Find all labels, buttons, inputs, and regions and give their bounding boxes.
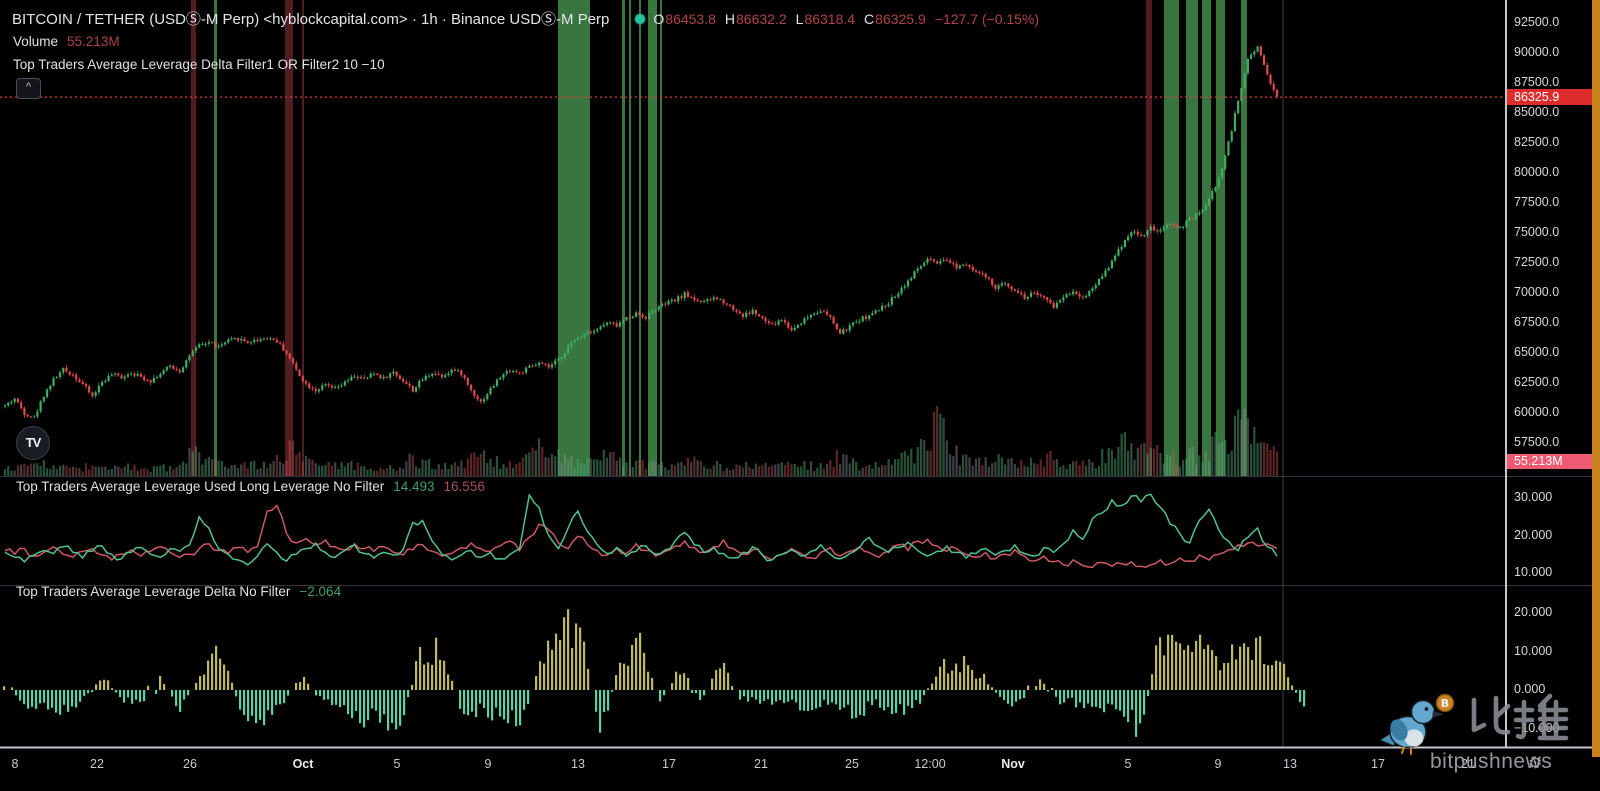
time-tick: 17: [662, 757, 676, 771]
volume-value: 55.213M: [67, 34, 120, 49]
symbol-title[interactable]: BITCOIN / TETHER (USDⓈ-M Perp) <hyblockc…: [12, 11, 610, 28]
time-tick: 13: [571, 757, 585, 771]
svg-text:B: B: [1441, 697, 1449, 710]
leverage-used-title: Top Traders Average Leverage Used Long L…: [16, 479, 385, 494]
settings-icon[interactable]: ⚙: [1528, 755, 1543, 772]
volume-badge: 55.213M: [1507, 454, 1594, 469]
price-tick: 92500.0: [1514, 15, 1560, 29]
collapse-indicator-button[interactable]: ^: [16, 78, 41, 99]
chevron-up-icon: ^: [25, 81, 32, 93]
price-tick: 62500.0: [1514, 375, 1560, 389]
time-tick: 13: [1283, 757, 1297, 771]
market-status-icon: [635, 13, 646, 24]
close-label: C: [864, 10, 875, 27]
price-tick: 80000.0: [1514, 165, 1560, 179]
open-value: 86453.8: [665, 10, 716, 27]
chart-header: BITCOIN / TETHER (USDⓈ-M Perp) <hyblockc…: [12, 8, 1039, 29]
volume-label[interactable]: Volume: [13, 34, 59, 49]
leverage-tick: 10.000: [1514, 565, 1553, 579]
leverage-delta-title: Top Traders Average Leverage Delta No Fi…: [16, 584, 291, 599]
low-label: L: [795, 10, 804, 27]
price-tick: 90000.0: [1514, 45, 1560, 59]
indicator-settings-row[interactable]: Top Traders Average Leverage Delta Filte…: [13, 57, 385, 72]
time-tick: 21: [754, 757, 768, 771]
high-value: 86632.2: [736, 10, 787, 27]
time-tick: 25: [845, 757, 859, 771]
time-tick: 22: [90, 757, 104, 771]
price-tick: 67500.0: [1514, 315, 1560, 329]
indicator-settings-label: Top Traders Average Leverage Delta Filte…: [13, 57, 385, 72]
price-tick: 60000.0: [1514, 405, 1560, 419]
time-tick: 5: [1124, 757, 1132, 771]
price-tick: 77500.0: [1514, 195, 1560, 209]
change-value: −127.7 (−0.15%): [934, 10, 1040, 27]
delta-tick: 10.000: [1514, 643, 1553, 658]
price-tick: 85000.0: [1514, 105, 1560, 119]
delta-tick: 0.000: [1514, 682, 1546, 696]
price-tick: 87500.0: [1514, 75, 1560, 89]
close-value: 86325.9: [875, 10, 926, 27]
delta-tick: 20.000: [1514, 605, 1553, 619]
leverage-tick: 30.000: [1514, 490, 1553, 504]
time-tick: 26: [183, 757, 197, 771]
price-tick: 75000.0: [1514, 225, 1560, 239]
bitpush-url: bitpushnews: [1430, 750, 1553, 773]
twitter-bird-icon: B: [1378, 693, 1455, 755]
time-tick: 21: [1461, 757, 1475, 771]
bitpush-cn-logo: [1471, 693, 1569, 741]
volume-indicator-row: Volume 55.213M: [13, 34, 120, 49]
open-label: O: [653, 10, 665, 27]
time-tick: 17: [1371, 757, 1385, 771]
time-tick: Oct: [292, 757, 314, 771]
low-value: 86318.4: [804, 10, 856, 27]
last-price-badge: 86325.9: [1507, 89, 1594, 105]
time-tick: Nov: [1001, 757, 1025, 771]
time-tick: 9: [1214, 757, 1222, 771]
price-tick: 65000.0: [1514, 345, 1560, 359]
time-tick: 8: [11, 757, 19, 771]
tradingview-logo[interactable]: TV: [16, 426, 50, 460]
page-scrollbar[interactable]: [1592, 0, 1600, 757]
high-label: H: [724, 10, 736, 27]
bitpush-watermark: B: [1378, 693, 1569, 755]
price-tick: 72500.0: [1514, 255, 1560, 269]
leverage-used-green-value: 14.493: [393, 479, 435, 494]
time-tick: 9: [484, 757, 492, 771]
time-tick: 12:00: [914, 757, 946, 771]
time-tick: 5: [393, 757, 401, 771]
leverage-used-panel-header[interactable]: Top Traders Average Leverage Used Long L…: [16, 479, 485, 494]
ohlc-values: O 86453.8 H 86632.2 L 86318.4 C 86325.9 −127…: [653, 11, 1039, 27]
price-tick: 57500.0: [1514, 435, 1560, 449]
leverage-delta-panel-header[interactable]: Top Traders Average Leverage Delta No Fi…: [16, 584, 341, 599]
leverage-used-red-value: 16.556: [443, 479, 485, 494]
leverage-delta-value: −2.064: [299, 584, 342, 599]
price-tick: 70000.0: [1514, 285, 1560, 299]
price-tick: 82500.0: [1514, 135, 1560, 149]
leverage-tick: 20.000: [1514, 527, 1553, 542]
